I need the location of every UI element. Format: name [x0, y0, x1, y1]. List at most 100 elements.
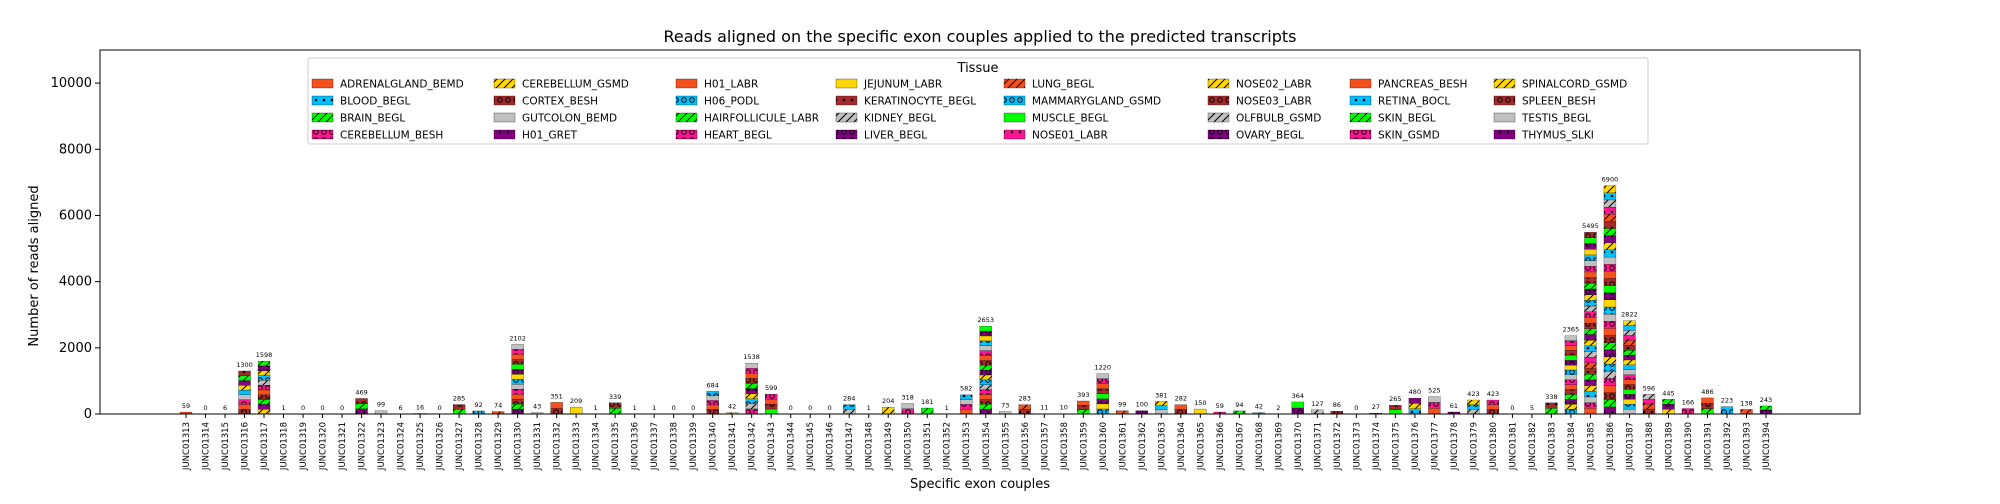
bar-segment — [1584, 295, 1596, 301]
bar-segment — [258, 400, 270, 405]
x-tick-label: JUNC01368 — [1255, 422, 1265, 471]
x-tick-label: JUNC01337 — [650, 422, 660, 471]
x-tick-label: JUNC01361 — [1118, 422, 1128, 471]
bar-value-label: 138 — [1740, 399, 1752, 407]
y-tick-label: 8000 — [59, 142, 92, 157]
bar-segment — [512, 394, 524, 399]
y-axis-label: Number of reads aligned — [27, 185, 42, 346]
bar-segment — [980, 341, 992, 346]
bar-segment — [239, 371, 251, 376]
bar-segment — [1604, 371, 1616, 378]
bar-JUNC01380: 423 — [1487, 390, 1499, 414]
bar-value-label: 59 — [1216, 402, 1224, 410]
bar-JUNC01341: 42 — [726, 403, 738, 414]
legend-swatch — [1350, 113, 1371, 122]
legend-label: NOSE02_LABR — [1236, 79, 1312, 91]
bar-segment — [707, 409, 719, 414]
bar-JUNC01370: 364 — [1292, 392, 1304, 414]
bar-segment — [1584, 329, 1596, 335]
bar-JUNC01339: 0 — [691, 404, 695, 412]
bar-segment — [1467, 400, 1479, 405]
bar-value-label: 381 — [1155, 391, 1167, 399]
x-tick-label: JUNC01332 — [553, 422, 563, 471]
bar-JUNC01388: 596 — [1643, 384, 1655, 414]
x-tick-label: JUNC01364 — [1177, 422, 1187, 471]
y-tick-label: 6000 — [59, 208, 92, 223]
legend-swatch — [1494, 130, 1515, 139]
bar-segment — [707, 396, 719, 401]
bar-value-label: 61 — [1450, 402, 1458, 410]
x-tick-label: JUNC01336 — [631, 422, 641, 471]
x-tick-label: JUNC01346 — [826, 422, 836, 471]
bar-value-label: 11 — [1040, 404, 1048, 412]
bar-segment — [1584, 278, 1596, 284]
bar-segment — [1604, 271, 1616, 278]
bar-segment — [1565, 346, 1577, 351]
bar-segment — [1643, 399, 1655, 404]
bar-JUNC01355: 73 — [999, 402, 1011, 414]
bar-segment — [882, 407, 894, 414]
bar-JUNC01354: 2653 — [977, 316, 994, 414]
bar-segment — [239, 404, 251, 409]
bar-segment — [1760, 406, 1772, 410]
bar-segment — [1623, 360, 1635, 365]
bar-segment — [746, 363, 758, 368]
bar-segment — [1097, 399, 1109, 404]
bar-JUNC01331: 43 — [531, 403, 543, 414]
bar-segment — [239, 390, 251, 395]
bar-segment — [1584, 272, 1596, 278]
bar-JUNC01391: 486 — [1701, 388, 1713, 414]
bar-segment — [1194, 409, 1206, 414]
x-tick-label: JUNC01371 — [1313, 422, 1323, 471]
x-tick-label: JUNC01341 — [728, 422, 738, 471]
x-tick-label: JUNC01376 — [1411, 422, 1421, 471]
x-tick-label: JUNC01328 — [475, 422, 485, 471]
legend-swatch — [1004, 130, 1025, 139]
bar-segment — [258, 390, 270, 395]
bar-value-label: 0 — [828, 404, 832, 412]
bar-value-label: 338 — [1545, 393, 1557, 401]
bar-segment — [1604, 221, 1616, 228]
bar-segment — [1623, 375, 1635, 380]
bar-segment — [707, 391, 719, 396]
bar-JUNC01359: 393 — [1077, 391, 1089, 414]
bar-segment — [1604, 350, 1616, 357]
bar-segment — [843, 409, 855, 414]
bar-JUNC01343: 599 — [765, 384, 777, 414]
bar-segment — [1584, 283, 1596, 289]
bar-segment — [1584, 323, 1596, 329]
x-tick-label: JUNC01324 — [397, 422, 407, 471]
bar-segment — [1623, 399, 1635, 404]
bar-segment — [356, 409, 368, 414]
x-tick-label: JUNC01330 — [514, 422, 524, 471]
bar-value-label: 1 — [594, 404, 598, 412]
bar-segment — [960, 404, 972, 409]
x-tick-label: JUNC01352 — [943, 422, 953, 471]
x-tick-label: JUNC01357 — [1040, 422, 1050, 471]
x-tick-label: JUNC01313 — [182, 422, 192, 471]
bar-segment — [356, 398, 368, 403]
bar-segment — [980, 385, 992, 390]
bar-segment — [1623, 350, 1635, 355]
x-tick-label: JUNC01372 — [1333, 422, 1343, 471]
bar-JUNC01386: 6900 — [1602, 176, 1619, 414]
bar-value-label: 209 — [570, 397, 582, 405]
bar-segment — [1604, 393, 1616, 400]
bar-value-label: 318 — [902, 393, 914, 401]
x-axis-label: Specific exon couples — [910, 477, 1050, 492]
bar-value-label: 6 — [398, 404, 402, 412]
bar-segment — [980, 346, 992, 351]
bar-JUNC01384: 2365 — [1563, 326, 1580, 414]
bar-segment — [1428, 397, 1440, 403]
bar-segment — [1584, 374, 1596, 380]
bar-segment — [1097, 389, 1109, 394]
x-tick-label: JUNC01325 — [416, 422, 426, 471]
bar-JUNC01314: 0 — [203, 404, 207, 412]
x-tick-label: JUNC01381 — [1508, 422, 1518, 471]
bar-value-label: 59 — [182, 402, 190, 410]
y-tick-label: 4000 — [59, 275, 92, 290]
chart-title: Reads aligned on the specific exon coupl… — [663, 27, 1296, 46]
bar-segment — [843, 405, 855, 410]
bar-value-label: 0 — [340, 404, 344, 412]
bar-segment — [1604, 228, 1616, 235]
